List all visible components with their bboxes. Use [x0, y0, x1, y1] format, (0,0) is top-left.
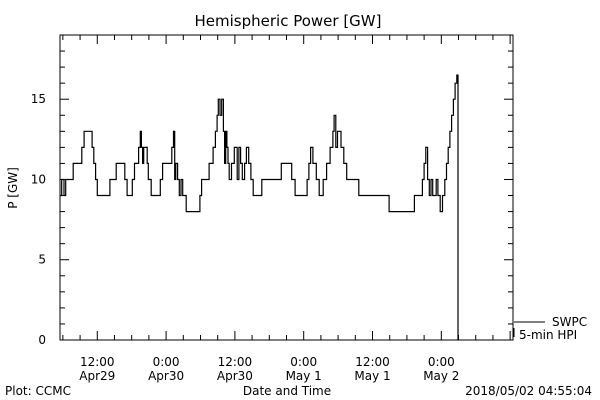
y-axis-label: P [GW] — [6, 167, 20, 209]
plot-credit: Plot: CCMC — [5, 384, 71, 398]
series-line-swpc — [60, 74, 459, 340]
y-tick-label: 0 — [38, 333, 46, 347]
x-tick-date-label: Apr30 — [217, 369, 253, 383]
x-tick-date-label: May 2 — [423, 369, 459, 383]
x-tick-time-label: 12:00 — [218, 355, 253, 369]
x-tick-time-label: 12:00 — [80, 355, 115, 369]
y-tick-label: 5 — [38, 253, 46, 267]
x-tick-date-label: May 1 — [354, 369, 390, 383]
x-tick-time-label: 0:00 — [428, 355, 455, 369]
y-tick-label: 10 — [31, 172, 46, 186]
legend-entry-hpi: 5-min HPI — [519, 328, 577, 342]
x-tick-time-label: 0:00 — [290, 355, 317, 369]
legend: SWPC 5-min HPI — [513, 315, 587, 342]
x-axis-label: Date and Time — [243, 384, 331, 398]
x-tick-date-label: Apr29 — [79, 369, 115, 383]
x-tick-time-label: 12:00 — [355, 355, 390, 369]
legend-entry-swpc: SWPC — [552, 315, 587, 329]
x-tick-date-label: May 1 — [286, 369, 322, 383]
x-tick-time-label: 0:00 — [153, 355, 180, 369]
y-tick-label: 15 — [31, 92, 46, 106]
chart-title: Hemispheric Power [GW] — [195, 12, 382, 30]
plot-timestamp: 2018/05/02 04:55:04 — [465, 384, 592, 398]
y-axis-ticks: 0 5 10 15 — [31, 34, 513, 347]
x-tick-date-label: Apr30 — [148, 369, 184, 383]
